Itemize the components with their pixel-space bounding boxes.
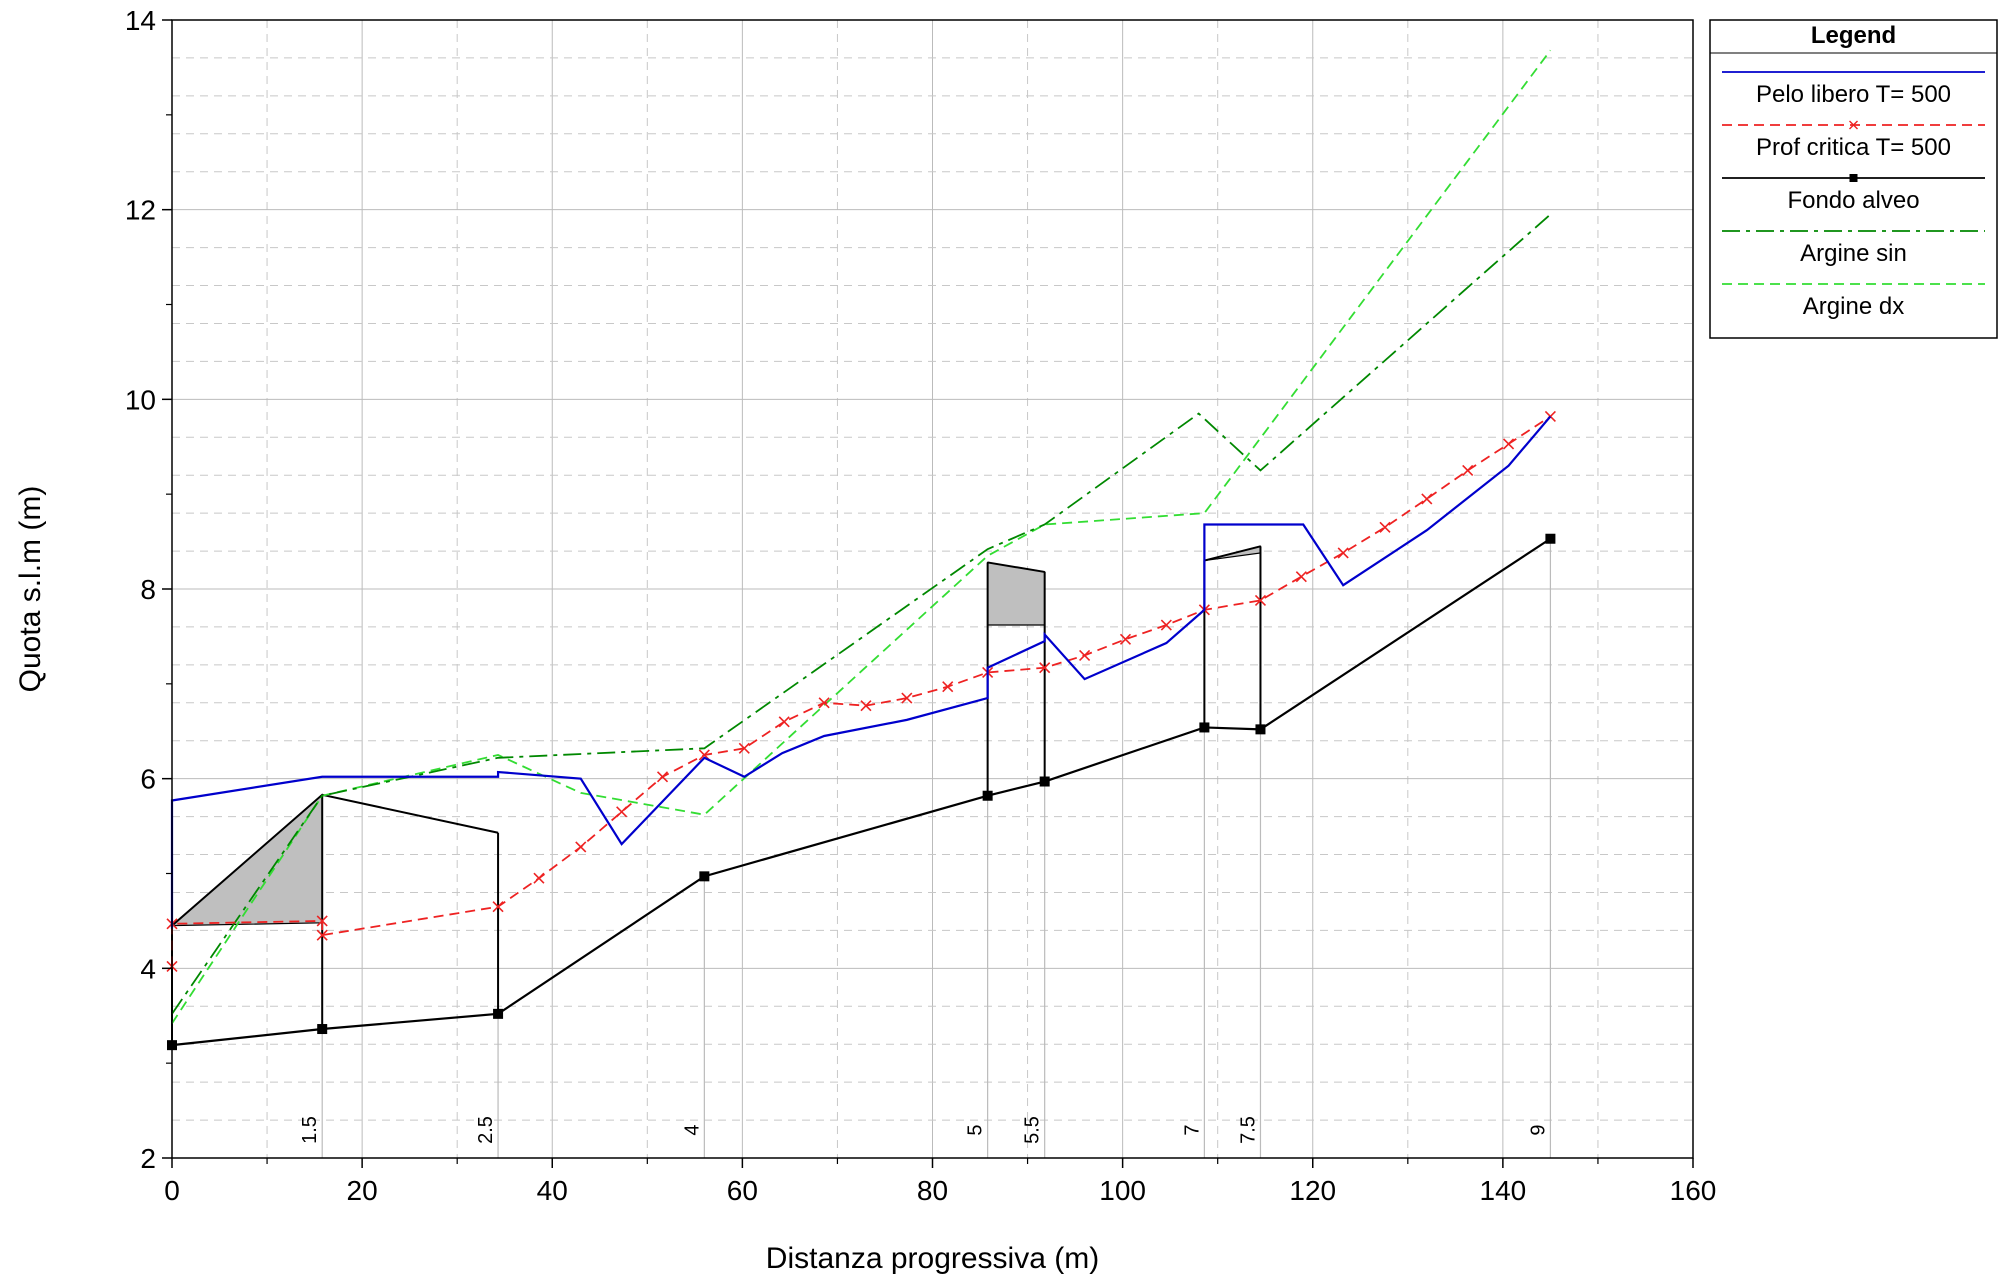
bridge-deck-ponte-2 xyxy=(987,561,1046,626)
legend-marker xyxy=(1849,120,1858,130)
x-tick-label: 160 xyxy=(1670,1175,1717,1206)
y-tick-label: 4 xyxy=(140,953,156,984)
prof-critica-point xyxy=(942,681,954,693)
section-label: 5.5 xyxy=(1022,1116,1044,1144)
series-line-pelo_libero xyxy=(170,415,1552,929)
y-tick-label: 14 xyxy=(125,5,156,36)
legend-item-prof_critica: Prof critica T= 500 xyxy=(1722,120,1985,161)
bridge-structures xyxy=(170,545,1262,1046)
prof-critica-point xyxy=(316,915,328,927)
prof-critica-point xyxy=(778,716,790,728)
fondo-alveo-point xyxy=(1199,722,1210,733)
legend-item-pelo_libero: Pelo libero T= 500 xyxy=(1722,71,1985,108)
axes: 0 20 40 60 80 100 120 140 160 2 4 6 8 10 12 14 xyxy=(125,5,1717,1206)
bridge-top-ponte-2 xyxy=(987,561,1045,573)
bridge-top-ponte-3 xyxy=(1204,545,1261,562)
legend-label: Argine dx xyxy=(1803,293,1904,320)
prof-critica-point xyxy=(1503,438,1515,450)
y-tick-label: 10 xyxy=(125,384,156,415)
legend: Legend Pelo libero T= 500 Prof critica T=… xyxy=(1709,19,1998,339)
prof-critica-point xyxy=(492,901,504,913)
y-tick-label: 6 xyxy=(140,764,156,795)
fondo-alveo-point xyxy=(1255,724,1266,735)
fondo-alveo-point xyxy=(493,1008,504,1019)
x-tick-label: 100 xyxy=(1099,1175,1146,1206)
y-tick-label: 2 xyxy=(140,1143,156,1174)
fondo-alveo-point xyxy=(699,871,710,882)
section-label: 7 xyxy=(1181,1124,1203,1135)
prof-critica-point xyxy=(1462,464,1474,477)
prof-critica-point xyxy=(656,771,669,783)
section-label: 2.5 xyxy=(475,1116,497,1144)
legend-item-argine_dx: Argine dx xyxy=(1722,283,1985,320)
legend-title: Legend xyxy=(1811,22,1896,49)
prof-critica-point xyxy=(1337,547,1349,559)
x-tick-label: 80 xyxy=(917,1175,948,1206)
prof-critica-point xyxy=(1079,649,1091,661)
legend-item-fondo_alveo: Fondo alveo xyxy=(1722,174,1985,214)
legend-label: Pelo libero T= 500 xyxy=(1756,81,1951,108)
y-tick-label: 8 xyxy=(140,574,156,605)
section-label: 5 xyxy=(965,1124,987,1135)
x-axis-title: Distanza progressiva (m) xyxy=(766,1242,1099,1275)
prof-critica-point xyxy=(575,841,587,853)
series-line-fondo_alveo xyxy=(171,537,1552,1047)
prof-critica-point xyxy=(1039,662,1051,674)
legend-item-argine_sin: Argine sin xyxy=(1722,230,1985,267)
legend-label: Fondo alveo xyxy=(1787,187,1919,214)
prof-critica-point xyxy=(316,929,328,941)
fondo-alveo-point xyxy=(1039,776,1050,787)
prof-critica-point xyxy=(1160,619,1172,631)
x-tick-label: 40 xyxy=(537,1175,568,1206)
prof-critica-point xyxy=(616,806,628,818)
legend-items: Pelo libero T= 500 Prof critica T= 500 Fon… xyxy=(1722,71,1985,320)
series-lines xyxy=(166,49,1556,1051)
x-tick-label: 60 xyxy=(727,1175,758,1206)
prof-critica-point xyxy=(738,742,750,754)
section-label: 7.5 xyxy=(1237,1116,1259,1144)
prof-critica-point xyxy=(1295,571,1307,583)
legend-label: Prof critica T= 500 xyxy=(1756,134,1951,161)
prof-critica-point xyxy=(901,692,913,704)
x-tick-label: 0 xyxy=(164,1175,180,1206)
series-line-prof_critica xyxy=(171,415,1551,967)
prof-critica-point xyxy=(1421,493,1433,505)
x-tick-label: 140 xyxy=(1480,1175,1527,1206)
legend-marker xyxy=(1849,174,1858,182)
x-tick-label: 20 xyxy=(347,1175,378,1206)
section-label: 4 xyxy=(681,1124,703,1135)
legend-label: Argine sin xyxy=(1800,240,1907,267)
series-line-argine_dx xyxy=(171,49,1552,1024)
fondo-alveo-point xyxy=(982,790,993,801)
prof-critica-point xyxy=(818,697,830,709)
y-axis-title: Quota s.l.m (m) xyxy=(14,486,47,693)
fondo-alveo-point xyxy=(317,1024,328,1035)
prof-critica-point xyxy=(533,872,545,884)
prof-critica-point xyxy=(860,700,872,712)
prof-critica-point xyxy=(1254,594,1267,606)
section-label: 9 xyxy=(1527,1124,1549,1135)
series-line-argine_sin xyxy=(171,213,1552,1015)
y-tick-label: 12 xyxy=(125,195,156,226)
x-tick-label: 120 xyxy=(1289,1175,1336,1206)
section-label: 1.5 xyxy=(299,1116,321,1144)
fondo-alveo-point xyxy=(1545,533,1556,544)
prof-critica-point xyxy=(1379,521,1391,533)
section-markers: 1.5 2.5 4 5 5.5 7 7.5 9 xyxy=(299,538,1552,1158)
prof-critica-point xyxy=(1119,633,1132,645)
